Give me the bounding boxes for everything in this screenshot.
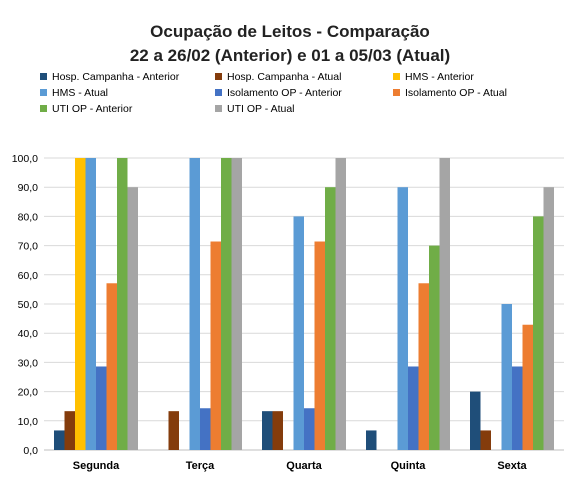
y-tick-label: 100,0: [12, 153, 38, 165]
x-category-label: Quarta: [286, 460, 322, 472]
bar: [325, 187, 336, 450]
bar: [304, 408, 315, 450]
bar: [106, 283, 117, 450]
legend-label: Isolamento OP - Anterior: [227, 87, 342, 99]
y-tick-label: 20,0: [18, 387, 39, 399]
bar: [75, 158, 86, 450]
bar: [429, 245, 440, 450]
bar: [501, 304, 512, 450]
bar: [54, 430, 65, 450]
bar: [439, 158, 450, 450]
chart-title-line-2: 22 a 26/02 (Anterior) e 01 a 05/03 (Atua…: [130, 46, 450, 65]
legend-item: Isolamento OP - Atual: [393, 87, 507, 99]
bar: [117, 158, 128, 450]
y-tick-label: 30,0: [18, 357, 39, 369]
legend-label: UTI OP - Atual: [227, 103, 295, 115]
bar: [85, 158, 96, 450]
legend-swatch: [40, 105, 47, 112]
y-tick-label: 90,0: [18, 182, 39, 194]
legend-swatch: [215, 105, 222, 112]
bar: [127, 187, 138, 450]
bar: [64, 411, 75, 450]
y-tick-label: 0,0: [23, 445, 38, 457]
x-category-label: Terça: [186, 460, 215, 472]
bar: [397, 187, 408, 450]
bar: [96, 366, 107, 450]
bar: [543, 187, 554, 450]
y-tick-label: 40,0: [18, 328, 39, 340]
y-tick-label: 50,0: [18, 299, 39, 311]
bar: [335, 158, 346, 450]
legend-item: UTI OP - Anterior: [40, 103, 133, 115]
legend-item: HMS - Atual: [40, 87, 108, 99]
bar: [314, 241, 325, 450]
y-tick-label: 70,0: [18, 241, 39, 253]
x-category-label: Sexta: [497, 460, 527, 472]
bar: [408, 366, 419, 450]
bar: [470, 391, 481, 450]
bar: [221, 158, 232, 450]
legend-item: Hosp. Campanha - Atual: [215, 71, 341, 83]
bar: [366, 430, 377, 450]
legend-swatch: [393, 73, 400, 80]
x-category-label: Quinta: [391, 460, 427, 472]
y-axis-ticks: 0,0 10,0 20,0 30,0 40,0 50,0 60,0 70,0 80,0 90,0 1…: [12, 153, 38, 457]
y-tick-label: 80,0: [18, 211, 39, 223]
bar: [512, 366, 523, 450]
y-tick-label: 60,0: [18, 270, 39, 282]
legend-swatch: [215, 73, 222, 80]
x-category-label: Segunda: [73, 460, 120, 472]
legend-swatch: [215, 89, 222, 96]
bar: [480, 430, 491, 450]
y-tick-label: 10,0: [18, 416, 39, 428]
legend-item: UTI OP - Atual: [215, 103, 295, 115]
legend-label: HMS - Atual: [52, 87, 108, 99]
bar: [293, 216, 304, 450]
legend-label: Hosp. Campanha - Atual: [227, 71, 341, 83]
bar: [231, 158, 242, 450]
legend-swatch: [40, 73, 47, 80]
bar: [210, 241, 221, 450]
bars: [54, 158, 554, 450]
chart-legend: Hosp. Campanha - Anterior Hosp. Campanha …: [40, 71, 507, 115]
legend-item: HMS - Anterior: [393, 71, 474, 83]
legend-label: UTI OP - Anterior: [52, 103, 133, 115]
bar: [168, 411, 179, 450]
bar: [189, 158, 200, 450]
legend-swatch: [40, 89, 47, 96]
legend-label: Hosp. Campanha - Anterior: [52, 71, 180, 83]
bar: [200, 408, 211, 450]
legend-label: Isolamento OP - Atual: [405, 87, 507, 99]
legend-item: Isolamento OP - Anterior: [215, 87, 342, 99]
chart-title-line-1: Ocupação de Leitos - Comparação: [150, 22, 430, 41]
bar: [418, 283, 429, 450]
legend-item: Hosp. Campanha - Anterior: [40, 71, 180, 83]
legend-swatch: [393, 89, 400, 96]
bar: [272, 411, 283, 450]
bar: [533, 216, 544, 450]
legend-label: HMS - Anterior: [405, 71, 474, 83]
bar: [262, 411, 273, 450]
bar: [522, 324, 533, 450]
x-axis-categories: Segunda Terça Quarta Quinta Sexta: [73, 460, 528, 472]
